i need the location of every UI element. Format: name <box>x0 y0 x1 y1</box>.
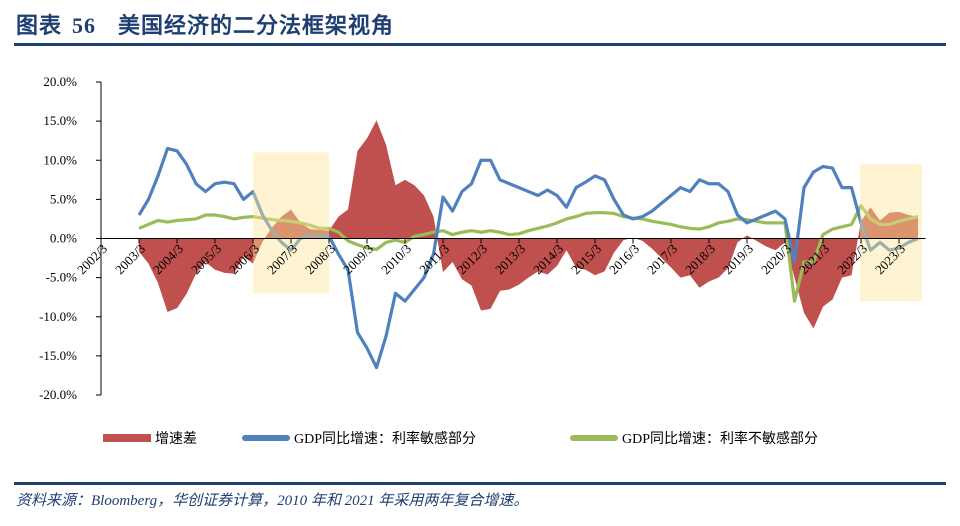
x-tick-label: 2003/3 <box>112 241 148 277</box>
y-tick-label: -10.0% <box>39 309 77 324</box>
y-tick-label: -5.0% <box>46 270 78 285</box>
figure-label: 图表 <box>16 13 63 39</box>
legend-swatch-spread <box>103 434 151 442</box>
legend-item-insensitive: GDP同比增速：利率不敏感部分 <box>570 427 818 449</box>
legend-item-spread: 增速差 <box>103 427 197 449</box>
highlight-box <box>860 164 922 302</box>
legend-label: GDP同比增速：利率不敏感部分 <box>622 432 819 447</box>
legend: 增速差 GDP同比增速：利率敏感部分 GDP同比增速：利率不敏感部分 <box>0 427 960 449</box>
legend-swatch-sensitive <box>242 435 290 441</box>
y-tick-label: 20.0% <box>43 74 77 89</box>
x-tick-label: 2002/3 <box>74 241 110 277</box>
y-tick-label: -20.0% <box>39 387 77 402</box>
y-tick-label: 5.0% <box>50 191 77 206</box>
y-tick-label: 0.0% <box>50 231 77 246</box>
legend-label: GDP同比增速：利率敏感部分 <box>294 432 477 447</box>
y-tick-label: 10.0% <box>43 152 77 167</box>
legend-swatch-insensitive <box>570 435 618 441</box>
legend-label: 增速差 <box>155 432 197 447</box>
highlight-box <box>253 152 329 294</box>
series-line-sensitive <box>137 146 919 370</box>
figure-number: 56 <box>72 13 97 38</box>
title-rule <box>14 43 946 46</box>
y-tick-label: -15.0% <box>39 348 77 363</box>
x-tick-label: 2010/3 <box>378 241 414 277</box>
series-area-spread <box>139 120 918 329</box>
chart-title: 图表 56 美国经济的二分法框架视角 <box>16 8 394 40</box>
y-tick-label: 15.0% <box>43 113 77 128</box>
footer-rule <box>14 482 946 485</box>
source-note: 资料来源：Bloomberg，华创证券计算，2010 年和 2021 年采用两年… <box>16 493 529 509</box>
figure-title: 美国经济的二分法框架视角 <box>118 13 395 39</box>
series-line-insensitive <box>138 204 919 303</box>
legend-item-sensitive: GDP同比增速：利率敏感部分 <box>242 427 476 449</box>
